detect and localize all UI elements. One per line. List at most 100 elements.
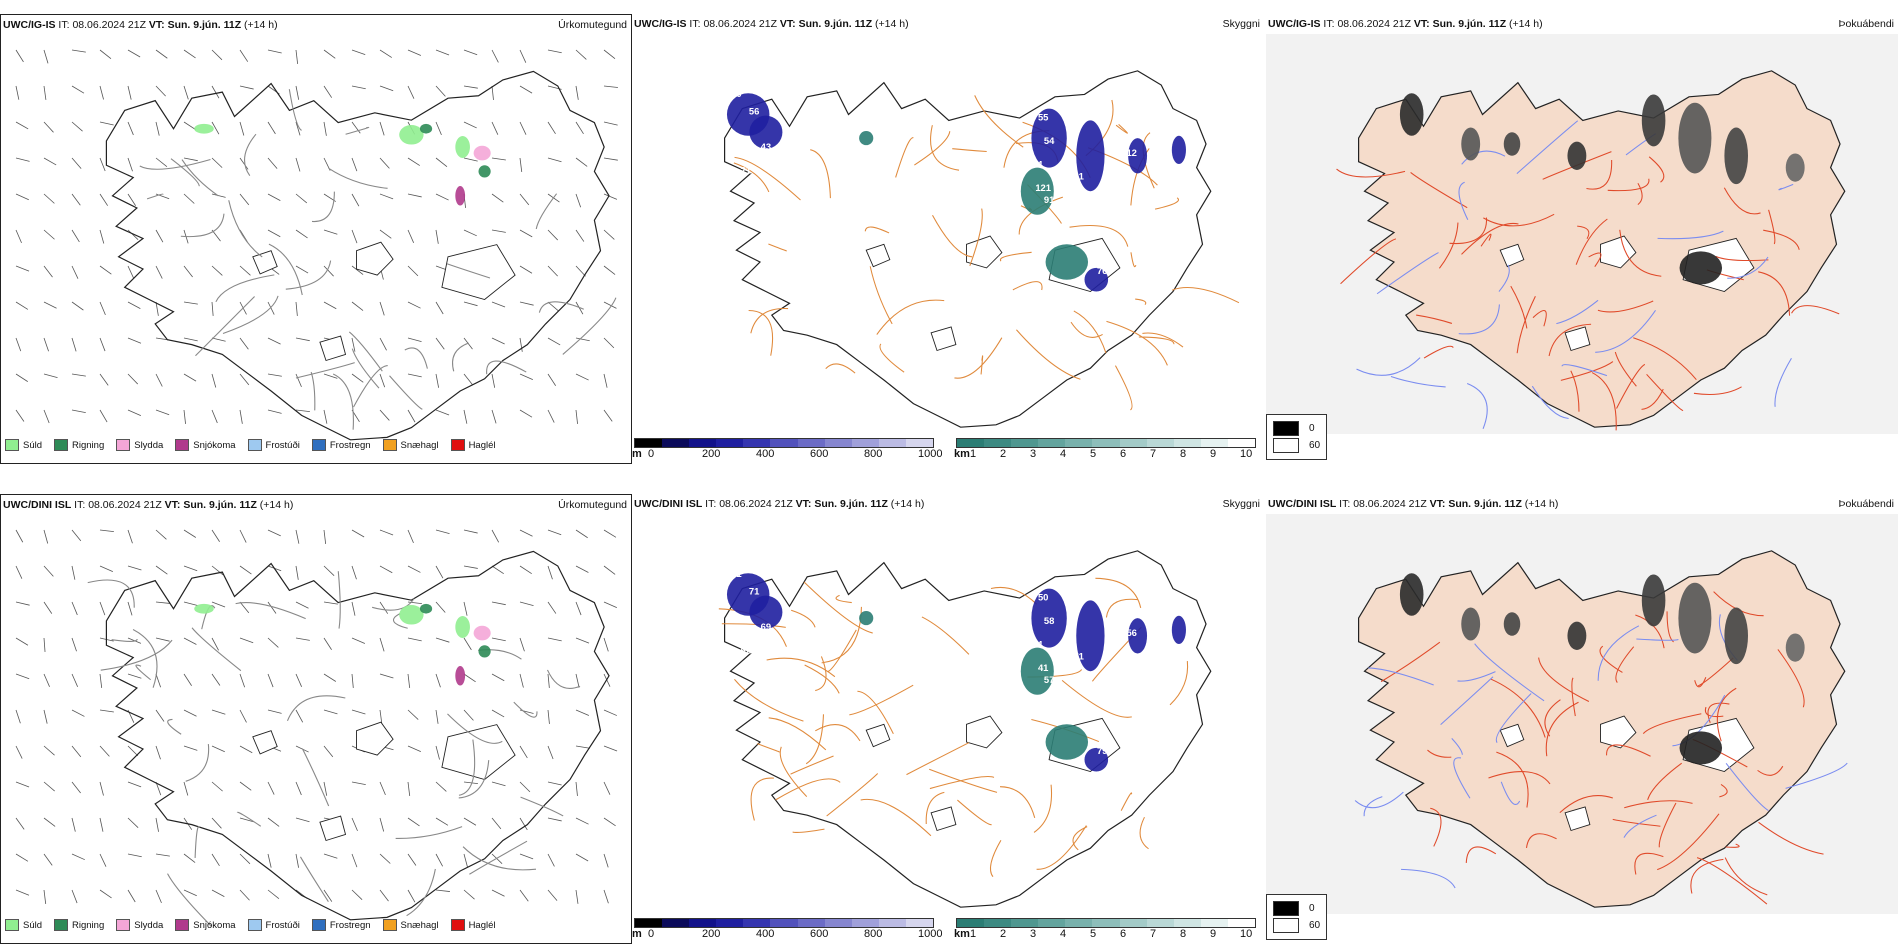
wind-barb — [71, 121, 83, 132]
wind-barb — [211, 817, 222, 829]
road-line — [1657, 813, 1720, 871]
wind-barb — [463, 301, 478, 307]
wind-barb — [43, 781, 55, 792]
visibility-value-label: 41 — [1038, 663, 1049, 674]
weather-blob — [1020, 647, 1054, 695]
colorbar-tick-label: 0 — [648, 448, 655, 460]
wind-barb — [491, 889, 505, 897]
wind-barb — [491, 673, 505, 682]
wind-barb — [603, 637, 609, 652]
wind-barb — [267, 673, 274, 688]
colorbar-tick-label: 200 — [702, 928, 721, 940]
road-line — [1635, 614, 1665, 649]
wind-barb — [267, 337, 281, 345]
wind-barb — [407, 373, 422, 378]
wind-barb — [603, 193, 618, 200]
iceland-map — [1336, 70, 1846, 431]
fog-legend-swatch — [1273, 901, 1299, 916]
weather-blob — [478, 165, 491, 178]
road-line — [87, 579, 135, 608]
road-line — [1545, 701, 1579, 757]
colorbar-cell — [797, 919, 825, 927]
wind-barb — [323, 601, 338, 605]
wind-barb — [351, 709, 366, 715]
wind-barb — [127, 529, 133, 544]
wind-barb — [71, 373, 86, 377]
colorbar-tick-label: 9 — [1210, 448, 1217, 460]
wind-barb — [295, 709, 304, 723]
wind-barb — [379, 529, 394, 536]
road-line — [1690, 858, 1724, 894]
colorbar-tick-label: 6 — [1120, 928, 1127, 940]
wind-barb — [211, 853, 220, 867]
road-line — [1641, 388, 1664, 410]
weather-blob — [419, 603, 433, 614]
wind-barb — [547, 745, 554, 760]
wind-barb — [463, 565, 478, 569]
colorbar-cell — [957, 439, 985, 447]
ceiling-colorbar: m 0 200 400 600 800 1000 — [632, 438, 942, 460]
wind-barb — [127, 229, 139, 240]
road-line — [228, 200, 263, 258]
fog-map — [1266, 34, 1898, 434]
colorbar-cell — [984, 439, 1012, 447]
wind-barb — [239, 529, 247, 543]
wind-barb — [239, 337, 249, 350]
road-line — [1694, 677, 1707, 688]
panel-title: Þokuábendi — [1838, 18, 1894, 30]
colorbar-tick-label: 7 — [1150, 928, 1157, 940]
legend-swatch — [247, 919, 262, 931]
weather-blob — [1084, 267, 1109, 292]
wind-barb — [491, 373, 496, 388]
weather-blob — [419, 123, 433, 134]
road-line — [1376, 252, 1439, 295]
wind-barb — [379, 121, 385, 136]
wind-barb — [519, 529, 533, 537]
wind-barb — [211, 265, 223, 276]
wind-barb — [155, 673, 161, 688]
legend-item: Haglél — [450, 919, 496, 931]
panel-title: Skyggni — [1222, 498, 1260, 510]
wind-barb — [127, 601, 133, 616]
road-line — [215, 274, 275, 303]
wind-barb — [379, 85, 394, 92]
wind-barb — [603, 601, 617, 609]
colorbar-tick-label: 2 — [1000, 448, 1007, 460]
wind-barb — [15, 709, 21, 724]
road-line — [328, 167, 388, 189]
wind-barb — [463, 529, 478, 534]
wind-barb — [295, 373, 302, 388]
wind-barb — [43, 673, 50, 687]
visibility-value-label: 57 — [1044, 675, 1055, 686]
road-line — [1758, 821, 1824, 855]
road-line — [139, 158, 211, 170]
wind-barb — [519, 565, 532, 575]
wind-barb — [575, 337, 590, 342]
road-line — [849, 684, 914, 716]
wind-barb — [323, 673, 337, 682]
fog-panel-top: UWC/IG-IS IT: 08.06.2024 21Z VT: Sun. 9.… — [1266, 14, 1898, 464]
wind-barb — [603, 565, 616, 575]
weather-blob — [1503, 612, 1521, 636]
road-line — [244, 133, 257, 176]
legend-label: Haglél — [468, 439, 496, 451]
road-line — [132, 629, 158, 688]
colorbar-tick-label: 600 — [810, 448, 829, 460]
legend-swatch — [247, 439, 262, 451]
wind-barb — [183, 889, 197, 897]
wind-barb — [435, 709, 439, 724]
road-line — [766, 657, 836, 678]
wind-barb — [183, 709, 197, 717]
wind-barb — [239, 121, 245, 136]
wind-barb — [183, 529, 197, 538]
visibility-value-label: 50 — [1038, 592, 1049, 603]
wind-barb — [43, 193, 55, 204]
wind-barb — [183, 853, 196, 863]
road-line — [733, 162, 770, 193]
road-line — [1716, 687, 1737, 742]
road-line — [825, 363, 856, 374]
weather-blob — [1724, 127, 1748, 185]
glacier-outline — [930, 326, 957, 352]
road-line — [930, 125, 960, 171]
